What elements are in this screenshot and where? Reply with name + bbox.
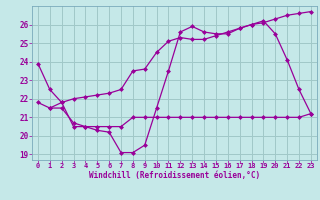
X-axis label: Windchill (Refroidissement éolien,°C): Windchill (Refroidissement éolien,°C) [89,171,260,180]
